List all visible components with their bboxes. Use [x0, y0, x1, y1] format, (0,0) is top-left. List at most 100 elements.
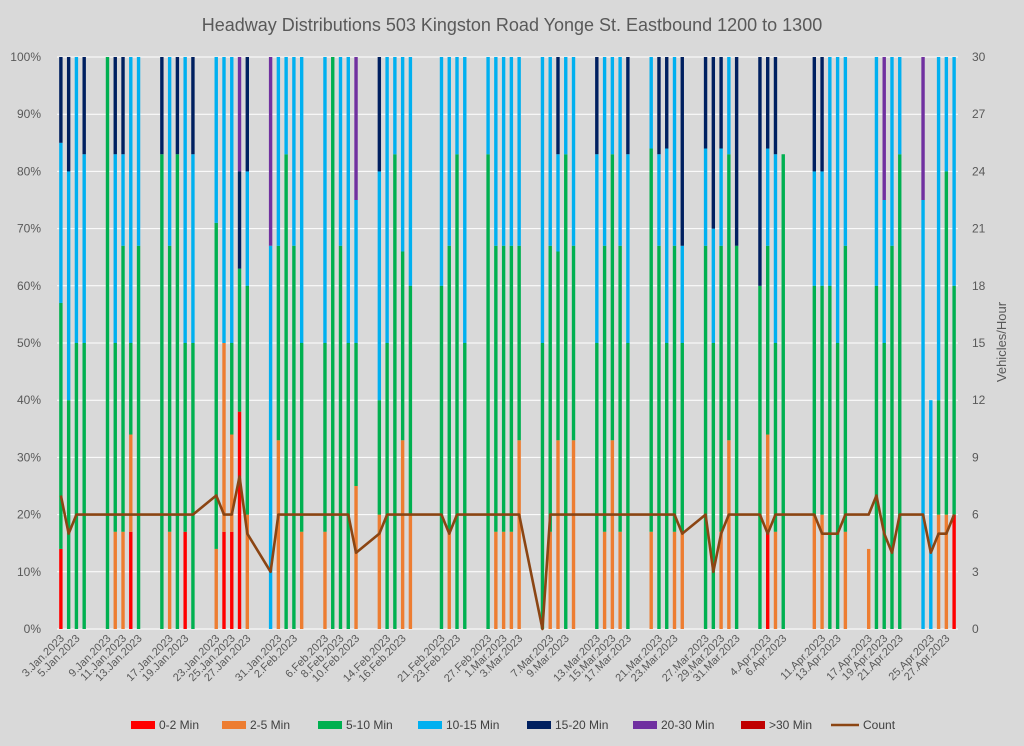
bar-segment: [439, 57, 444, 286]
bar-segment: [59, 142, 63, 303]
bar-segment: [703, 57, 708, 149]
bar-segment: [82, 154, 86, 343]
bar-segment: [276, 440, 281, 629]
bar-segment: [129, 343, 133, 435]
bar-segment: [167, 57, 172, 246]
bar-segment: [898, 57, 902, 155]
legend-label: 15-20 Min: [555, 718, 608, 732]
y-axis-left: 0% 10% 20% 30% 40% 50% 60% 70% 80% 90% 100%: [10, 50, 41, 636]
bar-segment: [400, 440, 405, 629]
bar-segment: [494, 57, 498, 246]
bar-segment: [105, 57, 110, 629]
bar-segment: [812, 57, 817, 172]
bar-segment: [766, 434, 770, 532]
bar-segment: [657, 57, 661, 155]
bar-segment: [222, 343, 226, 532]
bar-segment: [610, 440, 615, 629]
bar-segment: [346, 343, 350, 629]
bar-segment: [929, 400, 933, 629]
bar-segment: [299, 57, 304, 343]
bar-segment: [245, 57, 249, 172]
bar-segment: [276, 57, 281, 246]
bar-segment: [408, 285, 413, 515]
y-axis-right: 0 3 6 9 12 15 18 21 24 27 30: [972, 50, 986, 636]
bar-segment: [866, 548, 871, 629]
bar-segment: [719, 57, 723, 149]
bar-segment: [602, 57, 607, 246]
bar-segment: [354, 57, 358, 200]
bar-segment: [766, 148, 770, 246]
bar-segment: [727, 440, 731, 629]
bar-segment: [812, 171, 817, 286]
bar-segment: [626, 57, 630, 155]
bar-segment: [494, 531, 498, 629]
y-left-tick-label: 80%: [17, 164, 41, 178]
legend-label: 10-15 Min: [446, 718, 499, 732]
bar-segment: [828, 285, 832, 629]
bar-segment: [214, 222, 218, 549]
bar-segment: [766, 57, 770, 149]
bar-segment: [820, 171, 824, 286]
legend-swatch: [527, 721, 551, 729]
bar-segment: [773, 531, 778, 629]
bar-segment: [952, 285, 956, 515]
bar-segment: [66, 57, 71, 172]
bar-segment: [191, 343, 195, 629]
bar-segment: [299, 531, 304, 629]
bar-segment: [618, 531, 622, 629]
legend-label: 20-30 Min: [661, 718, 714, 732]
bar-segment: [649, 57, 653, 149]
bar-segment: [183, 531, 187, 629]
legend-label: Count: [863, 718, 896, 732]
y-left-tick-label: 50%: [17, 336, 41, 350]
bar-segment: [175, 154, 180, 630]
bar-segment: [323, 343, 327, 532]
bar-segment: [828, 57, 832, 286]
bar-segment: [121, 531, 125, 629]
bar-segment: [74, 57, 79, 343]
y-right-tick-label: 3: [972, 565, 979, 579]
bar-segment: [680, 57, 684, 246]
bar-segment: [136, 245, 141, 629]
bar-segment: [463, 343, 467, 629]
bar-segment: [657, 245, 661, 629]
bar-segment: [944, 171, 949, 515]
bar-segment: [556, 154, 560, 252]
bar-segment: [323, 531, 327, 629]
bar-segment: [268, 57, 273, 246]
bar-segment: [385, 57, 389, 343]
bar-segment: [540, 343, 545, 629]
y-right-tick-label: 30: [972, 50, 986, 64]
legend-label: 2-5 Min: [250, 718, 290, 732]
bar-segment: [719, 531, 723, 629]
bar-segment: [393, 57, 397, 155]
bar-segment: [680, 343, 684, 532]
y-left-tick-label: 70%: [17, 222, 41, 236]
bar-segment: [509, 245, 514, 532]
bar-segment: [447, 245, 451, 532]
bar-segment: [447, 531, 451, 629]
bar-segment: [835, 57, 840, 343]
bar-segment: [773, 57, 778, 155]
bar-segment: [268, 245, 273, 629]
bar-segment: [284, 154, 288, 630]
bar-segment: [121, 245, 125, 532]
bar-segment: [230, 57, 234, 343]
bar-segment: [121, 154, 125, 246]
bar-segment: [59, 302, 63, 549]
legend-swatch: [418, 721, 442, 729]
bar-segment: [377, 171, 382, 401]
bar-segment: [66, 171, 71, 401]
bar-segment: [843, 57, 848, 246]
bar-segment: [758, 285, 762, 629]
bar-segment: [113, 154, 117, 343]
bar-segment: [665, 148, 669, 343]
bar-segment: [230, 531, 234, 629]
bar-segment: [719, 148, 723, 246]
bar-segment: [766, 531, 770, 629]
bar-segment: [245, 514, 249, 629]
bar-segment: [665, 343, 669, 629]
bar-segment: [354, 200, 358, 343]
bar-segment: [773, 343, 778, 532]
bar-segment: [214, 57, 218, 223]
